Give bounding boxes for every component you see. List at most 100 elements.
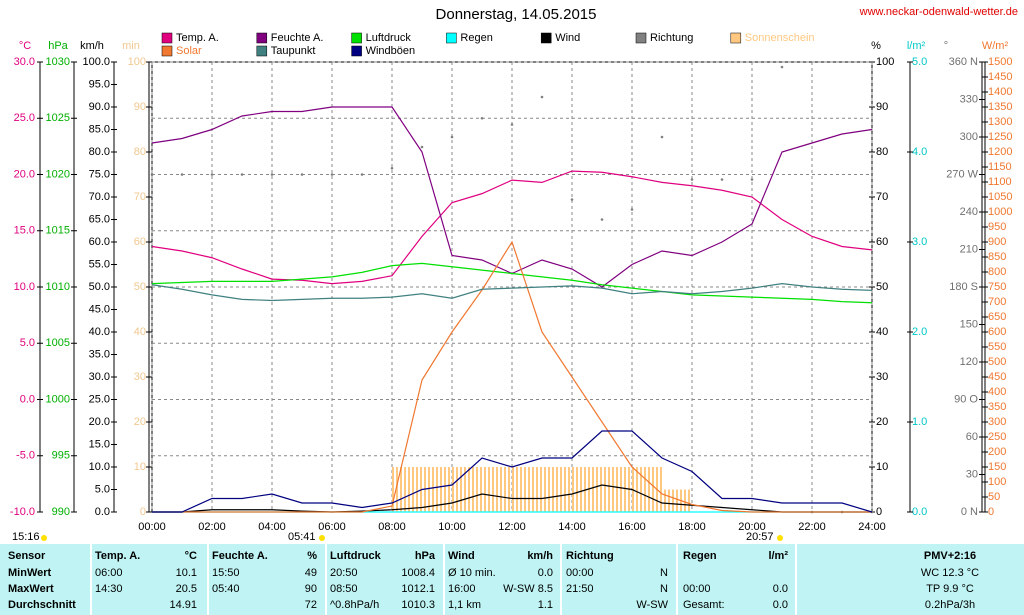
x-tick-label: 04:00 (258, 521, 286, 533)
y-tick-label: 2.0 (912, 326, 927, 338)
legend-label: Taupunkt (271, 45, 316, 57)
y-tick-label: 70 (876, 191, 888, 203)
sunshine-bar (482, 467, 512, 512)
y-tick-label: 1005 (46, 337, 70, 349)
y-tick-label: 3.0 (912, 236, 927, 248)
y-tick-label: 550 (988, 341, 1006, 353)
table-cell: 21:50 (566, 583, 594, 595)
legend-swatch (161, 45, 173, 57)
legend-swatch (446, 32, 457, 44)
legend-label: Temp. A. (176, 32, 219, 44)
legend-swatch (635, 32, 647, 44)
table-cell: 14.91 (169, 599, 197, 611)
y-tick-label: 1100 (988, 176, 1012, 188)
series-line (151, 262, 873, 304)
y-tick-label: 50 (134, 281, 146, 293)
y-tick-label: 250 (988, 431, 1006, 443)
series-line (152, 430, 873, 513)
y-tick-label: -5.0 (16, 450, 35, 462)
y-tick-label: 750 (988, 281, 1006, 293)
y-tick-label: 1000 (988, 206, 1012, 218)
direction-dot (720, 178, 724, 181)
y-tick-label: 75.0 (89, 168, 110, 180)
y-tick-label: 360 N (949, 56, 978, 68)
y-tick-label: 30 (134, 371, 146, 383)
table-cell: Wind (448, 550, 475, 562)
chart-title: Donnerstag, 14.05.2015 (436, 6, 597, 23)
y-tick-label: 0.0 (20, 393, 35, 405)
axis-unit: % (871, 40, 881, 52)
table-cell: PMV+2:16 (924, 550, 976, 562)
sunshine-bar (662, 489, 692, 512)
sunshine-bar (602, 467, 632, 512)
table-cell: km/h (527, 550, 553, 562)
y-tick-label: 65.0 (89, 213, 110, 225)
y-tick-label: 50 (876, 281, 888, 293)
y-tick-label: 270 W (946, 168, 978, 180)
y-tick-label: 990 (52, 506, 70, 518)
table-cell: 72 (305, 599, 317, 611)
y-tick-label: 25.0 (14, 112, 35, 124)
y-tick-label: 120 (960, 356, 978, 368)
y-tick-label: 210 (960, 243, 978, 255)
direction-dot (510, 123, 514, 126)
sunshine-bar (422, 467, 452, 512)
y-tick-label: 400 (988, 386, 1006, 398)
y-tick-label: 25.0 (89, 393, 110, 405)
table-cell: 0.2hPa/3h (925, 599, 975, 611)
table-cell: TP 9.9 °C (926, 583, 974, 595)
y-tick-label: 40 (134, 326, 146, 338)
table-cell: 0.0 (538, 567, 553, 579)
table-cell: l/m² (768, 550, 788, 562)
y-tick-label: 40 (876, 326, 888, 338)
y-tick-label: 180 S (949, 281, 978, 293)
y-tick-label: 30.0 (89, 371, 110, 383)
y-tick-label: 70.0 (89, 191, 110, 203)
legend-swatch (161, 32, 173, 44)
sunshine-bar (392, 467, 422, 512)
table-cell: Temp. A. (95, 550, 140, 562)
series-line (151, 170, 873, 285)
table-cell: Sensor (8, 550, 46, 562)
table-cell: °C (185, 550, 197, 562)
legend-swatch (256, 45, 268, 57)
y-tick-label: 1030 (46, 56, 70, 68)
y-tick-label: 0 (876, 506, 882, 518)
table-cell: 1012.1 (401, 583, 435, 595)
table-bg (92, 544, 207, 615)
y-tick-label: 10 (876, 461, 888, 473)
y-tick-label: 150 (988, 461, 1006, 473)
table-cell: 00:00 (566, 567, 594, 579)
y-tick-label: 100.0 (82, 56, 110, 68)
y-tick-label: 1050 (988, 191, 1012, 203)
table-cell: 06:00 (95, 567, 123, 579)
axis-unit: ° (944, 40, 948, 52)
legend-label: Sonnenschein (745, 32, 815, 44)
y-tick-label: 15.0 (14, 225, 35, 237)
table-cell: Luftdruck (330, 550, 382, 562)
y-tick-label: 5.0 (95, 483, 110, 495)
axis-unit: W/m² (982, 40, 1009, 52)
y-tick-label: 0 (988, 506, 994, 518)
y-tick-label: 45.0 (89, 303, 110, 315)
legend-label: Regen (460, 32, 492, 44)
y-tick-label: 20 (876, 416, 888, 428)
y-tick-label: 10.0 (89, 461, 110, 473)
y-tick-label: 90 (876, 101, 888, 113)
legend-label: Solar (176, 45, 202, 57)
table-cell: 49 (305, 567, 317, 579)
x-tick-label: 12:00 (498, 521, 526, 533)
y-tick-label: 100 (988, 476, 1006, 488)
y-tick-label: 350 (988, 401, 1006, 413)
direction-dot (480, 116, 484, 120)
y-tick-label: 1350 (988, 101, 1012, 113)
y-tick-label: 80 (876, 146, 888, 158)
y-tick-label: 330 (960, 93, 978, 105)
x-tick-label: 24:00 (858, 521, 886, 533)
x-tick-label: 02:00 (198, 521, 226, 533)
table-cell: 1,1 km (448, 599, 481, 611)
direction-dot (540, 95, 544, 99)
table-cell: Regen (683, 550, 717, 562)
y-tick-label: 55.0 (89, 258, 110, 270)
